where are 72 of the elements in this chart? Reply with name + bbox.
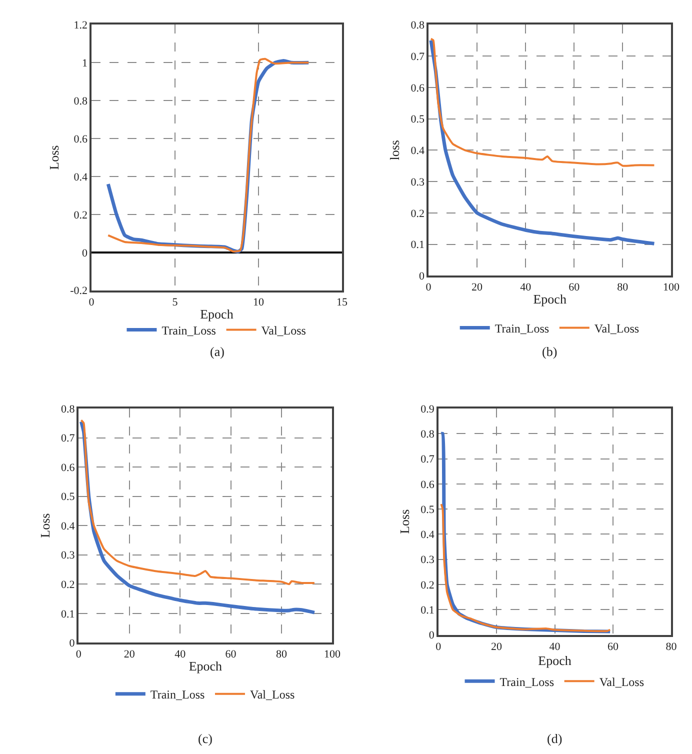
x-tick-label: 60 [225, 648, 237, 661]
text: (c) [198, 731, 212, 746]
legend-label: Val_Loss [250, 688, 295, 702]
y-tick-label: 0 [428, 630, 435, 642]
x-tick-label: 20 [491, 640, 503, 653]
x-axis-title: Epoch [533, 292, 567, 307]
y-tick-label: 0.3 [410, 176, 426, 188]
y-axis-title: Loss [46, 145, 62, 170]
x-tick-label: 80 [666, 640, 678, 653]
y-tick-label: 0.8 [60, 403, 76, 416]
legend-label: Train_Loss [500, 674, 554, 689]
x-tick-label: 40 [174, 648, 186, 661]
text: (a) [210, 344, 224, 359]
x-tick-label: 5 [172, 296, 178, 308]
y-tick-label: 0.4 [420, 529, 435, 542]
y-tick-label: 0.4 [60, 520, 76, 532]
x-tick-label: 15 [336, 296, 348, 308]
x-axis-title: Epoch [188, 658, 223, 674]
legend-label: Train_Loss [494, 321, 550, 336]
y-tick-label: 0.8 [420, 428, 435, 440]
y-tick-label: 0.9 [420, 403, 435, 416]
y-tick-label: 0.8 [410, 20, 426, 32]
x-tick-label: 40 [549, 640, 561, 653]
x-tick-label: 80 [617, 282, 629, 294]
y-tick-label: 0.7 [60, 432, 76, 445]
x-tick-label: 100 [324, 648, 341, 661]
y-tick-label: 0.6 [410, 82, 426, 94]
x-axis-title: Epoch [200, 306, 234, 322]
legend-label: Train_Loss [150, 688, 205, 702]
y-tick-label: 0.4 [74, 171, 88, 184]
y-tick-label: 0 [419, 270, 426, 282]
x-tick-label: 40 [520, 282, 532, 294]
text: (d) [547, 731, 562, 746]
y-tick-label: 0 [82, 247, 88, 260]
x-tick-label: 60 [607, 640, 619, 653]
x-tick-label: 10 [252, 296, 264, 308]
y-tick-label: 0.5 [420, 504, 435, 516]
y-tick-label: 1.2 [74, 20, 88, 32]
y-tick-label: 0.2 [410, 208, 425, 220]
x-tick-label: 80 [276, 648, 288, 661]
y-tick-label: 0.3 [420, 554, 435, 566]
y-tick-label: 0.6 [74, 133, 88, 146]
y-tick-label: 0.3 [60, 550, 76, 562]
text: (b) [542, 344, 558, 359]
y-tick-label: 0.6 [60, 462, 76, 474]
y-tick-label: 0.6 [420, 478, 435, 491]
legend-label: Train_Loss [162, 323, 216, 338]
x-tick-label: 100 [662, 282, 680, 294]
y-tick-label: 0.1 [420, 604, 434, 617]
y-tick-label: 0.7 [420, 454, 435, 466]
y-tick-label: 0.5 [410, 114, 426, 126]
y-tick-label: 0.1 [60, 608, 75, 620]
y-tick-label: 0.1 [410, 239, 425, 252]
legend-label: Val_Loss [594, 321, 640, 336]
y-tick-label: 0.7 [410, 50, 426, 63]
y-axis-title: Loss [397, 509, 412, 534]
y-tick-label: 1 [82, 57, 88, 70]
y-tick-label: 0.2 [74, 209, 88, 222]
x-tick-label: 20 [124, 648, 136, 661]
legend-label: Val_Loss [261, 323, 306, 338]
x-tick-label: 60 [568, 282, 580, 294]
y-tick-label: 0.5 [60, 491, 76, 504]
y-axis-title: Loss [37, 513, 52, 538]
y-tick-label: -0.2 [70, 285, 88, 298]
x-tick-label: 20 [472, 282, 484, 294]
legend-label: Val_Loss [599, 674, 644, 689]
y-tick-label: 0.2 [60, 578, 75, 591]
y-tick-label: 0.8 [74, 95, 88, 108]
y-axis-title: loss [387, 140, 402, 160]
x-axis-title: Epoch [538, 652, 572, 668]
y-tick-label: 0.2 [420, 579, 434, 592]
y-tick-label: 0.4 [410, 145, 426, 157]
